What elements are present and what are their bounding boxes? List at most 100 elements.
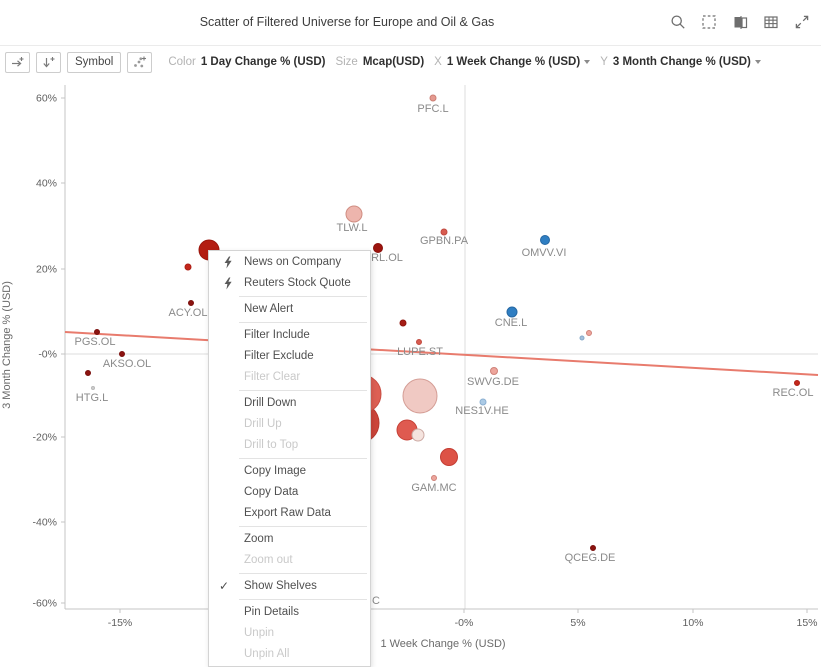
menu-item-filter-exclude[interactable]: Filter Exclude: [209, 346, 370, 367]
point-label: GAM.MC: [411, 482, 456, 494]
menu-item-label: Unpin All: [244, 648, 290, 660]
x-axis-title: 1 Week Change % (USD): [380, 638, 505, 650]
menu-item-pin-details[interactable]: Pin Details: [209, 602, 370, 623]
scatter-point[interactable]: [440, 448, 458, 466]
menu-separator: [239, 458, 367, 459]
y-shelf-caret-icon[interactable]: [754, 60, 761, 64]
menu-item-unpin: Unpin: [209, 623, 370, 644]
x-tick-label: 5%: [570, 617, 585, 629]
menu-item-copy-data[interactable]: Copy Data: [209, 482, 370, 503]
menu-item-new-alert[interactable]: New Alert: [209, 299, 370, 320]
scatter-point-gpbn-pa[interactable]: [440, 228, 448, 236]
add-scatter-series-button[interactable]: [127, 51, 153, 73]
point-label: AKSO.OL: [103, 358, 151, 370]
scatter-point-qceg-de[interactable]: [590, 545, 596, 551]
menu-item-reuters-stock-quote[interactable]: Reuters Stock Quote: [209, 273, 370, 294]
y-tick-label: 40%: [36, 178, 57, 190]
symbol-button[interactable]: Symbol: [67, 51, 122, 73]
point-label: LUPE.ST: [397, 346, 443, 358]
scatter-point-rec-ol[interactable]: [794, 380, 800, 386]
scatter-point[interactable]: [411, 428, 425, 442]
scatter-point-acy-ol[interactable]: [188, 300, 194, 306]
flip-page-icon[interactable]: [731, 13, 749, 31]
x-tick-label: -0%: [455, 617, 474, 629]
menu-item-show-shelves[interactable]: ✓ Show Shelves: [209, 576, 370, 597]
scatter-point-swvg-de[interactable]: [490, 367, 498, 375]
y-shelf-label: Y: [600, 56, 608, 68]
point-label: OMVV.VI: [522, 247, 567, 259]
menu-item-zoom[interactable]: Zoom: [209, 529, 370, 550]
point-label: PGS.OL: [75, 336, 116, 348]
scatter-point-nes1v-he[interactable]: [479, 398, 487, 406]
point-label: SWVG.DE: [467, 376, 519, 388]
menu-separator: [239, 296, 367, 297]
context-menu: News on Company Reuters Stock Quote New Al…: [208, 250, 371, 667]
scatter-point-gam-mc[interactable]: [431, 475, 437, 481]
scatter-point-pgs-ol[interactable]: [94, 329, 100, 335]
menu-item-export-raw-data[interactable]: Export Raw Data: [209, 503, 370, 524]
size-shelf-value[interactable]: Mcap(USD): [362, 56, 425, 68]
menu-item-filter-include[interactable]: Filter Include: [209, 325, 370, 346]
add-column-button[interactable]: [5, 51, 30, 73]
y-tick-label: -0%: [38, 349, 57, 361]
color-shelf-value[interactable]: 1 Day Change % (USD): [200, 56, 326, 68]
menu-item-label: Show Shelves: [244, 580, 317, 592]
x-shelf-caret-icon[interactable]: [584, 60, 591, 64]
menu-item-label: Filter Clear: [244, 371, 301, 383]
expand-icon[interactable]: [793, 13, 811, 31]
scatter-point[interactable]: [399, 319, 407, 327]
table-icon[interactable]: [762, 13, 780, 31]
menu-item-label: Copy Image: [244, 465, 307, 477]
menu-item-copy-image[interactable]: Copy Image: [209, 461, 370, 482]
point-label: REC.OL: [773, 387, 814, 399]
scatter-point-cne-l[interactable]: [506, 306, 518, 318]
menu-item-label: New Alert: [244, 303, 294, 315]
scatter-point[interactable]: [184, 263, 192, 271]
y-axis-title: 3 Month Change % (USD): [1, 281, 13, 409]
marquee-select-icon[interactable]: [700, 13, 718, 31]
x-tick-label: 15%: [796, 617, 817, 629]
scatter-point[interactable]: [579, 335, 585, 341]
point-label: CNE.L: [495, 317, 527, 329]
point-label: TLW.L: [337, 222, 368, 234]
menu-item-label: Drill Up: [244, 418, 282, 430]
point-label: RL.OL: [371, 252, 403, 264]
point-label: HTG.L: [76, 392, 108, 404]
menu-item-news-on-company[interactable]: News on Company: [209, 252, 370, 273]
menu-item-label: Copy Data: [244, 486, 299, 498]
color-shelf-label: Color: [168, 56, 196, 68]
scatter-point[interactable]: [85, 370, 91, 376]
scatter-point-akso-ol[interactable]: [119, 351, 125, 357]
add-row-button[interactable]: [36, 51, 61, 73]
scatter-point-tlw-l[interactable]: [345, 205, 363, 223]
y-tick-label: -60%: [32, 598, 57, 610]
menu-separator: [239, 390, 367, 391]
scatter-point[interactable]: [402, 378, 438, 414]
scatter-point-pfc-l[interactable]: [429, 94, 437, 102]
title-bar-actions: [669, 13, 811, 31]
menu-item-unpin-all: Unpin All: [209, 644, 370, 665]
trend-line: [64, 331, 819, 376]
y-tick-label: -40%: [32, 517, 57, 529]
menu-item-drill-down[interactable]: Drill Down: [209, 393, 370, 414]
menu-item-drill-to-top: Drill to Top: [209, 435, 370, 456]
scatter-point[interactable]: [586, 330, 592, 336]
scatter-point-rl-ol[interactable]: [373, 243, 383, 253]
menu-item-zoom-out: Zoom out: [209, 550, 370, 571]
search-icon[interactable]: [669, 13, 687, 31]
menu-item-label: Filter Include: [244, 329, 310, 341]
menu-item-label: Zoom: [244, 533, 274, 545]
shelf-toolbar: Symbol Color 1 Day Change % (USD) Size M…: [0, 46, 821, 78]
y-shelf-value[interactable]: 3 Month Change % (USD): [612, 56, 751, 68]
menu-item-label: Export Raw Data: [244, 507, 331, 519]
menu-item-label: Reuters Stock Quote: [244, 277, 351, 289]
scatter-point-lupe-st[interactable]: [416, 339, 422, 345]
scatter-point-omvv-vi[interactable]: [540, 235, 550, 245]
scatter-point-htg-l[interactable]: [91, 386, 95, 390]
title-bar: Scatter of Filtered Universe for Europe …: [0, 0, 821, 46]
x-shelf-value[interactable]: 1 Week Change % (USD): [446, 56, 581, 68]
menu-item-filter-clear: Filter Clear: [209, 367, 370, 388]
menu-item-label: Drill Down: [244, 397, 297, 409]
